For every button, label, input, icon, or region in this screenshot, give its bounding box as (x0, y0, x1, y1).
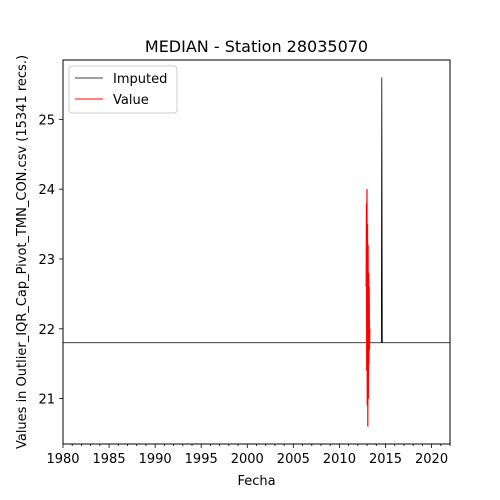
y-axis-label: Values in Outlier_IQR_Cap_Pivot_TMN_CON.… (15, 55, 30, 449)
series-layer (63, 77, 450, 427)
y-axis-ticks: 21 22 23 24 25 (38, 113, 63, 408)
legend: Imputed Value (68, 65, 178, 114)
y-tick-label: 21 (38, 393, 55, 408)
chart-title: MEDIAN - Station 28035070 (145, 37, 368, 56)
x-tick-label: 2005 (277, 452, 310, 467)
x-tick-label: 2015 (369, 452, 402, 467)
series-line-imputed (63, 77, 450, 344)
y-tick-label: 25 (38, 113, 55, 128)
y-tick-label: 22 (38, 323, 55, 338)
x-tick-label: 2010 (323, 452, 356, 467)
x-axis-label: Fecha (237, 474, 275, 489)
y-tick-label: 24 (38, 183, 55, 198)
x-tick-label: 1980 (46, 452, 79, 467)
plot-frame (62, 59, 451, 445)
x-tick-label: 1985 (93, 452, 126, 467)
x-tick-label: 2020 (415, 452, 448, 467)
x-tick-label: 1995 (185, 452, 218, 467)
y-tick-label: 23 (38, 253, 55, 268)
legend-label-value: Value (113, 93, 149, 108)
series-line-value (365, 189, 371, 427)
x-tick-label: 2000 (231, 452, 264, 467)
x-axis-ticks: 1980 1985 1990 1995 2000 2005 2010 2015 2020 (46, 444, 451, 467)
legend-label-imputed: Imputed (113, 72, 167, 87)
x-tick-label: 1990 (139, 452, 172, 467)
